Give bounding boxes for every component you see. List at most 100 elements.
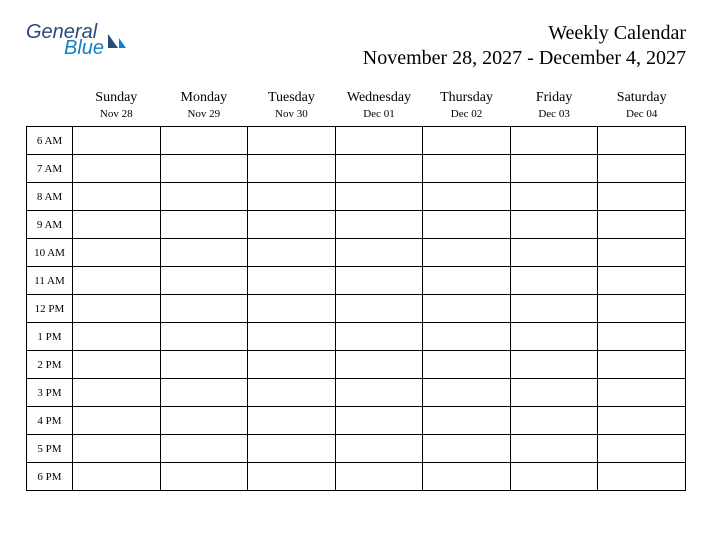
calendar-slot xyxy=(160,463,248,491)
calendar-slot xyxy=(248,127,336,155)
calendar-slot xyxy=(423,351,511,379)
time-label: 7 AM xyxy=(27,155,73,183)
calendar-slot xyxy=(73,183,161,211)
day-head-tuesday: Tuesday xyxy=(248,88,336,106)
calendar-slot xyxy=(335,155,423,183)
calendar-slot xyxy=(335,295,423,323)
header-row: General Blue Weekly Calendar November 28… xyxy=(26,22,686,70)
day-head-saturday: Saturday xyxy=(598,88,686,106)
calendar-slot xyxy=(73,127,161,155)
table-row: 10 AM xyxy=(27,239,686,267)
calendar-slot xyxy=(335,267,423,295)
calendar-slot xyxy=(160,183,248,211)
calendar-slot xyxy=(73,323,161,351)
calendar-slot xyxy=(598,295,686,323)
calendar-slot xyxy=(248,351,336,379)
calendar-slot xyxy=(160,323,248,351)
day-date-monday: Nov 29 xyxy=(160,106,248,127)
table-row: 1 PM xyxy=(27,323,686,351)
calendar-slot xyxy=(335,211,423,239)
calendar-slot xyxy=(598,155,686,183)
time-label: 11 AM xyxy=(27,267,73,295)
time-label: 8 AM xyxy=(27,183,73,211)
calendar-slot xyxy=(248,323,336,351)
calendar-slot xyxy=(248,435,336,463)
calendar-slot xyxy=(510,323,598,351)
day-date-row: Nov 28 Nov 29 Nov 30 Dec 01 Dec 02 Dec 0… xyxy=(27,106,686,127)
date-range: November 28, 2027 - December 4, 2027 xyxy=(363,47,686,70)
calendar-slot xyxy=(160,379,248,407)
calendar-slot xyxy=(160,211,248,239)
calendar-slot xyxy=(510,267,598,295)
day-head-monday: Monday xyxy=(160,88,248,106)
day-date-thursday: Dec 02 xyxy=(423,106,511,127)
calendar-slot xyxy=(423,435,511,463)
table-row: 8 AM xyxy=(27,183,686,211)
calendar-slot xyxy=(423,379,511,407)
logo-text-blue: Blue xyxy=(64,38,104,58)
calendar-slot xyxy=(248,463,336,491)
calendar-slot xyxy=(160,351,248,379)
calendar-slot xyxy=(335,463,423,491)
calendar-slot xyxy=(73,211,161,239)
calendar-slot xyxy=(160,295,248,323)
time-label: 1 PM xyxy=(27,323,73,351)
calendar-slot xyxy=(335,239,423,267)
table-row: 5 PM xyxy=(27,435,686,463)
calendar-slot xyxy=(335,407,423,435)
table-row: 3 PM xyxy=(27,379,686,407)
calendar-slot xyxy=(598,211,686,239)
calendar-slot xyxy=(423,463,511,491)
table-row: 12 PM xyxy=(27,295,686,323)
calendar-slot xyxy=(248,155,336,183)
table-row: 11 AM xyxy=(27,267,686,295)
calendar-slot xyxy=(335,183,423,211)
calendar-slot xyxy=(510,463,598,491)
calendar-slot xyxy=(423,267,511,295)
day-date-friday: Dec 03 xyxy=(510,106,598,127)
table-row: 2 PM xyxy=(27,351,686,379)
calendar-slot xyxy=(598,267,686,295)
day-name-row: Sunday Monday Tuesday Wednesday Thursday… xyxy=(27,88,686,106)
time-label: 12 PM xyxy=(27,295,73,323)
time-label: 3 PM xyxy=(27,379,73,407)
table-row: 9 AM xyxy=(27,211,686,239)
calendar-slot xyxy=(423,155,511,183)
calendar-slot xyxy=(423,323,511,351)
time-label: 10 AM xyxy=(27,239,73,267)
time-label: 6 AM xyxy=(27,127,73,155)
day-head-sunday: Sunday xyxy=(73,88,161,106)
day-head-wednesday: Wednesday xyxy=(335,88,423,106)
calendar-slot xyxy=(423,211,511,239)
day-date-wednesday: Dec 01 xyxy=(335,106,423,127)
calendar-slot xyxy=(423,183,511,211)
table-row: 6 PM xyxy=(27,463,686,491)
calendar-slot xyxy=(160,155,248,183)
calendar-slot xyxy=(510,379,598,407)
calendar-slot xyxy=(335,323,423,351)
calendar-slot xyxy=(510,155,598,183)
calendar-slot xyxy=(510,127,598,155)
time-label: 4 PM xyxy=(27,407,73,435)
calendar-slot xyxy=(598,463,686,491)
calendar-slot xyxy=(160,267,248,295)
calendar-slot xyxy=(248,407,336,435)
calendar-slot xyxy=(335,379,423,407)
calendar-slot xyxy=(598,323,686,351)
page-title: Weekly Calendar xyxy=(363,22,686,45)
calendar-slot xyxy=(73,351,161,379)
calendar-slot xyxy=(510,435,598,463)
calendar-slot xyxy=(160,127,248,155)
table-row: 6 AM xyxy=(27,127,686,155)
calendar-slot xyxy=(335,127,423,155)
calendar-slot xyxy=(423,239,511,267)
general-blue-logo: General Blue xyxy=(26,22,128,58)
calendar-slot xyxy=(598,127,686,155)
calendar-slot xyxy=(598,351,686,379)
calendar-slot xyxy=(510,239,598,267)
calendar-slot xyxy=(73,155,161,183)
calendar-slot xyxy=(248,267,336,295)
logo-sails-icon xyxy=(106,32,128,54)
calendar-slot xyxy=(335,351,423,379)
title-block: Weekly Calendar November 28, 2027 - Dece… xyxy=(363,22,686,70)
